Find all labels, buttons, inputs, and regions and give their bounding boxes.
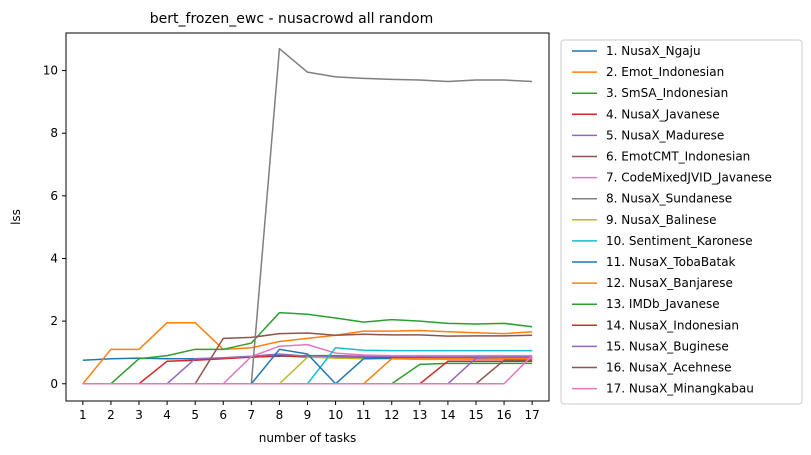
x-tick-label: 16 [496, 408, 511, 422]
legend: 1. NusaX_Ngaju 2. Emot_Indonesian 3. SmSA_… [560, 39, 803, 405]
series-line-17 [82, 355, 533, 385]
x-tick-label: 17 [525, 408, 540, 422]
legend-label-17: 17. NusaX_Minangkabau [606, 382, 754, 396]
x-tick-label: 12 [384, 408, 399, 422]
chart-title: bert_frozen_ewc - nusacrowd all random [150, 11, 433, 27]
legend-label-7: 7. CodeMixedJVID_Javanese [606, 171, 772, 185]
y-tick-label: 8 [50, 126, 58, 140]
legend-label-3: 3. SmSA_Indonesian [606, 86, 728, 100]
legend-label-11: 11. NusaX_TobaBatak [606, 255, 736, 269]
series-line-3 [82, 311, 533, 385]
x-tick-label: 4 [163, 408, 171, 422]
legend-label-12: 12. NusaX_Banjarese [606, 276, 733, 290]
x-tick-label: 15 [468, 408, 483, 422]
series-line-2 [82, 321, 533, 385]
legend-label-2: 2. Emot_Indonesian [606, 65, 724, 79]
legend-label-15: 15. NusaX_Buginese [606, 339, 729, 353]
y-tick-label: 6 [50, 189, 58, 203]
x-tick-label: 13 [412, 408, 427, 422]
plot-frame [65, 32, 550, 402]
y-tick-label: 2 [50, 314, 58, 328]
legend-label-10: 10. Sentiment_Karonese [606, 234, 753, 248]
legend-label-9: 9. NusaX_Balinese [606, 213, 717, 227]
series-line-12 [82, 357, 533, 385]
y-axis-label: lss [9, 209, 23, 225]
x-tick-label: 1 [79, 408, 87, 422]
legend-label-1: 1. NusaX_Ngaju [606, 44, 701, 58]
series-layer [82, 47, 533, 385]
legend-label-4: 4. NusaX_Javanese [606, 107, 720, 121]
legend-label-6: 6. EmotCMT_Indonesian [606, 150, 750, 164]
series-line-13 [82, 362, 533, 385]
legend-box [560, 39, 803, 405]
legend-label-8: 8. NusaX_Sundanese [606, 192, 732, 206]
series-line-10 [82, 347, 533, 385]
y-tick-label: 10 [43, 64, 58, 78]
x-tick-label: 3 [135, 408, 143, 422]
x-tick-label: 10 [328, 408, 343, 422]
legend-items: 1. NusaX_Ngaju 2. Emot_Indonesian 3. SmSA_… [572, 44, 772, 396]
x-tick-label: 7 [248, 408, 256, 422]
x-tick-label: 5 [191, 408, 199, 422]
x-tick-label: 8 [276, 408, 284, 422]
legend-label-16: 16. NusaX_Acehnese [606, 361, 732, 375]
legend-label-13: 13. IMDb_Javanese [606, 297, 720, 311]
series-line-14 [82, 360, 533, 385]
legend-label-14: 14. NusaX_Indonesian [606, 318, 739, 332]
x-axis-label: number of tasks [259, 431, 357, 445]
legend-label-5: 5. NusaX_Madurese [606, 128, 724, 142]
y-tick-label: 4 [50, 251, 58, 265]
x-tick-label: 14 [440, 408, 455, 422]
x-tick-label: 6 [219, 408, 227, 422]
x-tick-label: 11 [356, 408, 371, 422]
y-tick-label: 0 [50, 377, 58, 391]
x-tick-label: 9 [304, 408, 312, 422]
series-line-11 [82, 348, 533, 385]
x-axis: 1 2 3 4 5 6 7 8 9 10 11 12 13 14 15 16 17 [79, 401, 540, 422]
y-axis: 0 2 4 6 8 10 [43, 64, 66, 391]
x-tick-label: 2 [107, 408, 115, 422]
